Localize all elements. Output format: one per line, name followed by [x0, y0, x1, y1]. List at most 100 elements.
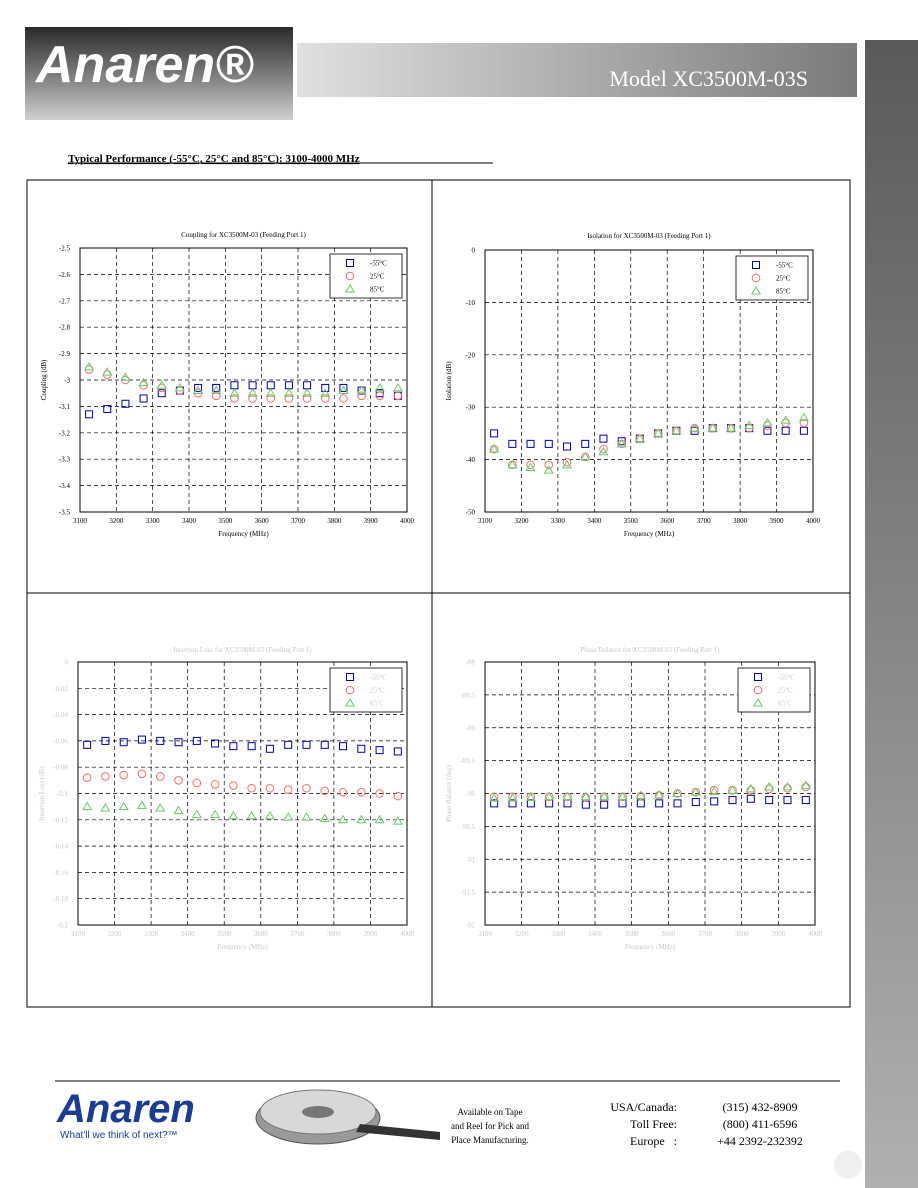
x-tick-label: 4000 — [400, 517, 415, 525]
logo-box — [25, 27, 293, 120]
data-point — [654, 789, 665, 799]
data-point — [746, 794, 755, 803]
data-point — [100, 802, 111, 812]
next-icon[interactable]: › — [893, 1159, 898, 1174]
data-point — [617, 437, 626, 446]
data-point — [102, 367, 113, 376]
data-point — [228, 810, 239, 820]
legend-marker — [751, 273, 761, 283]
data-point — [764, 781, 775, 791]
data-point — [118, 801, 129, 811]
data-point — [617, 791, 628, 801]
data-point — [264, 810, 276, 820]
contact-label: Toll Free: — [630, 1117, 677, 1131]
data-point — [192, 778, 202, 788]
data-point — [137, 769, 147, 779]
data-point — [301, 388, 313, 397]
data-point — [209, 809, 221, 819]
x-tick-label: 3600 — [255, 517, 270, 525]
data-point — [84, 361, 95, 371]
y-tick-label: -3.4 — [59, 482, 71, 490]
chart-title: Coupling for XC3500M-03 (Feeding Port 1) — [181, 231, 306, 239]
x-axis-label: Frequency (MHz) — [218, 530, 269, 538]
data-point — [507, 793, 518, 802]
legend-marker — [345, 685, 355, 695]
data-point — [375, 389, 384, 398]
legend — [735, 255, 809, 301]
data-point — [563, 442, 571, 451]
data-point — [192, 385, 204, 395]
x-tick-label: 3500 — [625, 930, 640, 938]
data-point — [544, 460, 554, 470]
data-point — [320, 388, 331, 397]
x-tick-label: 3900 — [364, 517, 379, 525]
data-point — [155, 802, 166, 812]
data-point — [725, 423, 737, 432]
data-point — [600, 800, 609, 809]
data-point — [562, 791, 573, 801]
x-axis-label: Frequency (MHz) — [217, 943, 268, 951]
legend-label: -55°C — [778, 674, 795, 682]
data-point — [192, 736, 201, 745]
data-point — [157, 389, 166, 398]
y-tick-label: -91.5 — [460, 889, 475, 897]
data-point — [283, 785, 293, 794]
y-tick-label: -0.1 — [57, 790, 69, 798]
data-point — [136, 800, 148, 809]
x-tick-label: 3300 — [144, 930, 159, 938]
data-point — [191, 809, 202, 819]
reel-text: Place Manufacturing. — [451, 1135, 528, 1145]
y-tick-label: -0.04 — [53, 711, 68, 719]
legend-label: -55°C — [370, 674, 387, 682]
data-point — [709, 786, 720, 796]
data-point — [357, 744, 366, 753]
data-point — [139, 394, 148, 403]
data-point — [801, 796, 810, 805]
data-point — [673, 799, 682, 808]
chart: -2.5 -2.6 -2.7 -2.8 -2.9 -3 -3.1 -3.2 -3.3 -3.4 -3… — [40, 231, 415, 538]
data-point — [246, 810, 257, 820]
contact-label: USA/Canada: — [610, 1100, 677, 1114]
x-tick-label: 3900 — [771, 930, 786, 938]
y-tick-label: -3 — [64, 377, 70, 385]
data-point — [374, 814, 385, 824]
data-point — [321, 383, 330, 392]
data-point — [103, 405, 112, 414]
data-point — [672, 788, 683, 797]
y-tick-label: -2.7 — [59, 297, 71, 305]
data-point — [302, 740, 311, 749]
data-point — [85, 410, 94, 419]
x-tick-label: 3200 — [108, 930, 123, 938]
legend — [329, 253, 403, 299]
data-point — [173, 805, 184, 815]
legend-marker — [346, 673, 354, 681]
data-point — [212, 383, 221, 392]
legend-marker — [344, 698, 356, 707]
app-icon[interactable] — [834, 1151, 862, 1179]
data-point — [508, 799, 517, 808]
data-point — [762, 417, 773, 427]
data-point — [581, 439, 590, 448]
x-tick-label: 3400 — [182, 517, 197, 525]
legend-marker — [346, 259, 354, 267]
y-tick-label: -2.8 — [59, 324, 71, 332]
x-axis-label: Frequency (MHz) — [624, 530, 675, 538]
data-point — [783, 796, 792, 805]
data-point — [265, 783, 275, 793]
data-point — [392, 382, 404, 392]
y-tick-label: -90.5 — [460, 823, 475, 831]
data-point — [507, 459, 518, 469]
legend-label: 25°C — [778, 687, 793, 695]
data-point — [543, 465, 554, 474]
model: Model XC3500M-03S — [609, 66, 808, 91]
legend-label: 85°C — [778, 700, 793, 708]
x-tick-label: 3400 — [181, 930, 196, 938]
data-point — [82, 801, 93, 811]
data-point — [229, 742, 238, 751]
x-tick-label: 3700 — [697, 517, 712, 525]
data-point — [765, 796, 774, 805]
reel-text: Available on Tape — [457, 1107, 522, 1117]
y-tick-label: -20 — [466, 351, 476, 359]
data-point — [801, 782, 811, 792]
x-tick-label: 3700 — [290, 930, 305, 938]
